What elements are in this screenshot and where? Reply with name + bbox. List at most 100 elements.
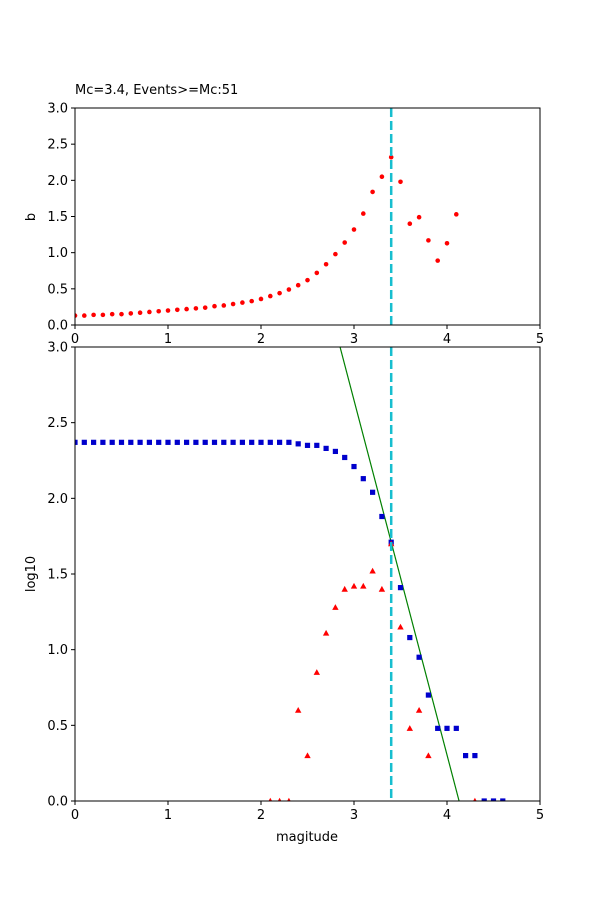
bottom-plot-cumulative-point bbox=[323, 445, 329, 451]
bottom-plot-cumulative-point bbox=[351, 463, 357, 470]
bottom-plot-noncumulative-point bbox=[473, 797, 477, 801]
top-plot-x-tick-label: 5 bbox=[536, 332, 544, 347]
bottom-plot-cumulative-point bbox=[425, 692, 431, 698]
bottom-plot-x-ticks: 0 1 2 3 4 5 bbox=[71, 801, 544, 823]
bottom-plot-cumulative-point bbox=[490, 798, 497, 801]
bottom-plot-cumulative-point bbox=[444, 725, 450, 731]
top-plot-y-tick-label: 3.0 bbox=[47, 102, 68, 117]
top-plot-data-point bbox=[258, 296, 264, 302]
bottom-plot-cumulative-point bbox=[165, 439, 171, 445]
top-plot-data-point bbox=[305, 277, 310, 283]
bottom-plot-x-tick-label: 3 bbox=[350, 808, 358, 823]
top-plot-data-point bbox=[398, 179, 403, 185]
bottom-plot-cumulative-point bbox=[184, 439, 190, 445]
bottom-plot-cumulative-point bbox=[304, 442, 311, 448]
bottom-plot-cumulative-point bbox=[267, 439, 273, 445]
top-plot-data-point bbox=[221, 303, 227, 308]
bottom-plot-cumulative-point bbox=[500, 798, 506, 801]
top-plot-data-point bbox=[82, 313, 87, 318]
top-plot-y-tick-label: 2.0 bbox=[47, 174, 68, 189]
bottom-plot-noncumulative-point bbox=[378, 585, 386, 592]
bottom-plot-cumulative-point bbox=[230, 439, 236, 445]
bottom-plot-noncumulative-point bbox=[268, 797, 273, 801]
bottom-plot-cumulative-point bbox=[156, 439, 162, 445]
bottom-plot-noncumulative-point bbox=[287, 797, 291, 801]
top-plot-data-point bbox=[435, 258, 441, 263]
top-plot-data-point bbox=[165, 308, 171, 313]
top-plot-data-point bbox=[333, 251, 338, 257]
bottom-plot-cumulative-point bbox=[137, 439, 143, 445]
top-plot-y-tick-label: 2.5 bbox=[47, 138, 68, 153]
top-plot-data-point bbox=[156, 308, 161, 314]
bottom-plot-cumulative-point bbox=[463, 753, 469, 759]
top-plot-data-point bbox=[361, 211, 366, 216]
top-plot-data-point bbox=[137, 310, 143, 316]
bottom-plot-noncumulative-point bbox=[397, 623, 404, 630]
bottom-plot-xlabel: magitude bbox=[276, 830, 338, 845]
top-plot-data-point bbox=[454, 212, 459, 217]
top-plot-x-tick-label: 1 bbox=[164, 332, 172, 347]
bottom-plot-noncumulative-point bbox=[425, 752, 432, 759]
top-plot-x-ticks: 0 1 2 3 4 5 bbox=[71, 325, 544, 347]
bottom-plot-cumulative-point bbox=[128, 439, 134, 445]
bottom-plot-noncumulative-point bbox=[295, 707, 302, 713]
bottom-plot-x-tick-label: 2 bbox=[257, 808, 265, 823]
bottom-plot-noncumulative-point bbox=[360, 582, 367, 589]
bottom-plot-cumulative-point bbox=[146, 439, 152, 445]
top-plot-data-point bbox=[416, 214, 422, 220]
b-value-plot: Mc=3.4, Events>=Mc:51 b 0 1 2 3 4 5 0.0 0.5 1.0… bbox=[24, 83, 544, 347]
bottom-plot-noncumulative-point bbox=[332, 604, 339, 610]
bottom-plot-y-ticks: 0.0 0.5 1.0 1.5 2.0 2.5 3.0 bbox=[47, 341, 75, 810]
top-plot-data-point bbox=[444, 240, 450, 246]
top-plot-data-point bbox=[193, 306, 199, 311]
top-plot-data-point bbox=[75, 313, 78, 318]
bottom-plot-cumulative-point bbox=[258, 439, 264, 445]
bottom-plot-x-tick-label: 1 bbox=[164, 808, 172, 823]
top-plot-data-point bbox=[184, 306, 189, 312]
top-plot-y-tick-label: 1.5 bbox=[47, 210, 68, 225]
bottom-plot-cumulative-point bbox=[472, 753, 478, 759]
bottom-plot-cumulative-point bbox=[342, 454, 348, 461]
bottom-plot-cumulative-point bbox=[174, 439, 180, 445]
bottom-plot-noncumulative-point bbox=[350, 582, 358, 589]
top-plot-data-point bbox=[379, 174, 385, 180]
top-plot-data-point bbox=[295, 282, 301, 288]
top-plot-y-ticks: 0.0 0.5 1.0 1.5 2.0 2.5 3.0 bbox=[47, 102, 75, 334]
bottom-plot-noncumulative-point bbox=[341, 585, 348, 592]
top-plot-data-point bbox=[202, 305, 208, 310]
bottom-plot-cumulative-point bbox=[481, 798, 487, 801]
top-plot-data-point bbox=[212, 303, 217, 309]
bottom-plot-y-tick-label: 2.0 bbox=[47, 492, 68, 507]
top-plot-data-point bbox=[240, 300, 245, 305]
bottom-plot-cumulative-point bbox=[277, 439, 283, 445]
top-plot-data-point bbox=[109, 311, 115, 317]
top-plot-data-point bbox=[314, 270, 320, 276]
bottom-plot-noncumulative-point bbox=[406, 725, 413, 731]
bottom-plot-fit-line bbox=[339, 347, 460, 801]
bottom-plot-cumulative-point bbox=[100, 439, 106, 445]
bottom-plot-cumulative-point bbox=[397, 585, 404, 591]
top-plot-x-tick-label: 4 bbox=[443, 332, 451, 347]
top-plot-y-tick-label: 1.0 bbox=[47, 246, 68, 261]
top-plot-y-tick-label: 0.5 bbox=[47, 282, 68, 297]
top-plot-data-point bbox=[249, 298, 254, 304]
bottom-plot-y-tick-label: 0.0 bbox=[47, 795, 68, 810]
top-plot-title: Mc=3.4, Events>=Mc:51 bbox=[75, 83, 238, 98]
top-plot-data-point bbox=[351, 227, 357, 232]
top-plot-data-point bbox=[128, 311, 134, 316]
top-plot-y-tick-label: 0.0 bbox=[47, 319, 68, 334]
bottom-plot-cumulative-point bbox=[91, 439, 97, 445]
bottom-plot-y-tick-label: 1.5 bbox=[47, 568, 68, 583]
bottom-plot-noncumulative-point bbox=[277, 797, 282, 801]
bottom-plot-cumulative-point bbox=[193, 439, 199, 445]
bottom-plot-noncumulative-point bbox=[313, 669, 320, 675]
top-plot-points bbox=[75, 154, 459, 318]
bottom-plot-x-tick-label: 0 bbox=[71, 808, 79, 823]
top-plot-x-tick-label: 0 bbox=[71, 332, 79, 347]
bottom-plot-noncumulative-point bbox=[304, 752, 311, 759]
bottom-plot-y-tick-label: 0.5 bbox=[47, 719, 68, 734]
top-plot-data-point bbox=[426, 238, 431, 243]
frequency-magnitude-plot: log10 magitude 0 1 2 3 4 5 0.0 0.5 1.0 1.5 2.0 2.5… bbox=[24, 341, 544, 846]
bottom-plot-cumulative-point bbox=[416, 654, 422, 660]
top-plot-data-point bbox=[91, 312, 96, 318]
